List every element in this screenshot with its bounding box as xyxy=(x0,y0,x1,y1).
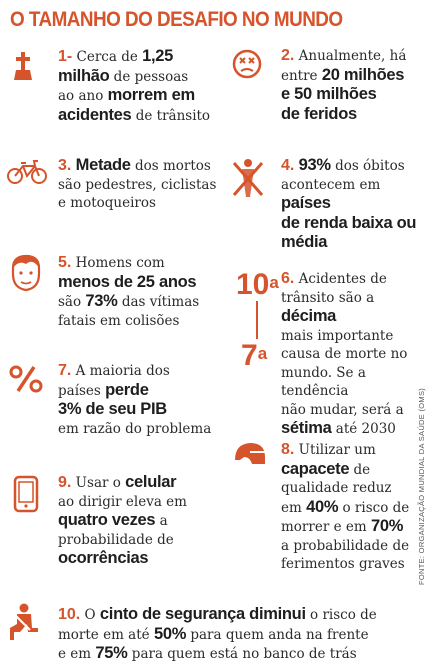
seatbelt-icon xyxy=(10,603,38,640)
item-9: 9. Usar o celular ao dirigir eleva em qu… xyxy=(58,473,187,567)
item-1: 1- Cerca de 1,25 milhão de pessoas ao an… xyxy=(58,47,211,124)
sad-face-icon xyxy=(232,49,262,79)
item-5: 5. Homens com menos de 25 anos são 73% d… xyxy=(58,254,200,329)
grave-cross-icon xyxy=(14,52,32,80)
page-title: O TAMANHO DO DESAFIO NO MUNDO xyxy=(10,8,343,31)
rank-divider xyxy=(256,301,258,339)
item-2: 2. Anualmente, há entre 20 milhões e 50 … xyxy=(281,47,407,123)
cellphone-icon xyxy=(13,475,39,513)
rank-seventh: 7a xyxy=(241,339,268,372)
item-3: 3. Metade dos mortos são pedestres, cicl… xyxy=(58,156,217,211)
rank-tenth: 10a xyxy=(236,268,279,301)
percent-icon xyxy=(9,365,43,393)
item-7: 7. A maioria dos países perde 3% de seu … xyxy=(58,362,212,437)
bicycle-icon xyxy=(7,160,47,184)
item-10: 10. O cinto de segurança diminui o risco… xyxy=(58,605,377,662)
crossed-out-figure-icon xyxy=(232,159,264,197)
source-credit: FONTE: ORGANIZAÇÃO MUNDIAL DA SAÚDE (OMS… xyxy=(417,387,426,585)
item-6: 6. Acidentes de trânsito são a décima ma… xyxy=(281,270,408,437)
item-8: 8. Utilizar um capacete de qualidade red… xyxy=(281,441,410,572)
young-man-face-icon xyxy=(11,254,41,292)
item-4: 4. 93% dos óbitos acontecem em países de… xyxy=(281,156,417,251)
helmet-icon xyxy=(235,443,265,464)
